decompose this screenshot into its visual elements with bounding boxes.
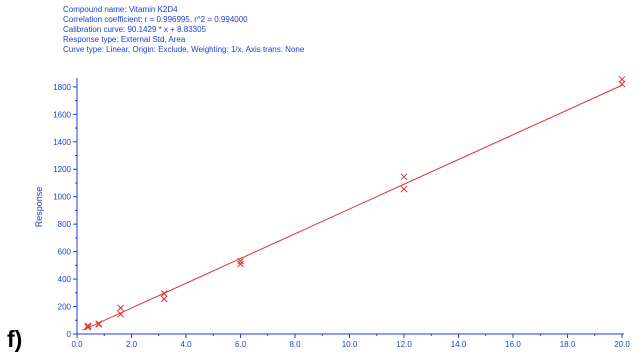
data-point [618,75,626,83]
response-type-text: Response type: External Std, Area [63,35,186,44]
x-tick-label: 18.0 [560,340,576,349]
data-point [237,260,244,268]
y-tick-label: 0 [67,330,72,339]
y-tick-label: 1400 [53,138,71,147]
x-tick-label: 6.0 [235,340,247,349]
data-point [117,310,124,318]
compound-info-header: Compound name: Vitamin K2D4 Correlation … [63,5,304,55]
x-tick-label: 20.0 [614,340,630,349]
y-tick-label: 400 [58,275,72,284]
y-tick-label: 600 [58,248,72,257]
y-tick-label: 800 [58,220,72,229]
chart-axes [73,78,624,338]
tick-labels-group: 0 200 400 600 800 1000 1200 1400 1600 1800 0.0 2.0 4… [53,83,630,349]
data-point-stroke [400,185,408,193]
y-tick-label: 1200 [53,165,71,174]
data-point [95,320,103,328]
data-point-stroke [237,260,244,268]
data-point-stroke [117,304,124,312]
panel-label: f) [7,326,23,352]
x-tick-label: 14.0 [451,340,467,349]
curve-type-text: Curve type: Linear, Origin: Exclude, Wei… [63,45,305,54]
x-tick-label: 0.0 [71,340,83,349]
data-point [618,80,626,88]
data-point-stroke [618,80,626,88]
x-tick-label: 10.0 [342,340,358,349]
x-tick-label: 12.0 [396,340,412,349]
y-tick-label: 200 [58,303,72,312]
y-tick-label: 1600 [53,110,71,119]
x-tick-label: 16.0 [505,340,521,349]
x-tick-label: 4.0 [180,340,192,349]
data-point-stroke [618,75,626,83]
calibration-curve-text: Calibration curve: 90.1429 * x + 8.83305 [63,25,206,34]
y-tick-label: 1800 [53,83,71,92]
data-point-stroke [84,323,92,331]
data-point-stroke [84,322,92,330]
data-points-group [84,75,626,331]
data-point [84,322,92,330]
data-point [117,304,124,312]
correlation-coefficient-text: Correlation coefficient: r = 0.996995, r… [63,15,248,24]
data-point [160,295,168,303]
data-point [237,257,244,265]
calibration-fit-line [82,84,623,331]
data-point [400,185,408,193]
data-point-stroke [117,310,124,318]
data-point [84,323,92,331]
data-point-stroke [400,173,408,181]
y-tick-label: 1000 [53,193,71,202]
data-point [160,290,168,297]
data-point-stroke [160,295,168,303]
data-point-stroke [237,257,244,265]
fit-line-group [82,84,623,331]
y-axis-label: Response [34,187,44,228]
data-point-stroke [160,290,168,297]
x-tick-label: 2.0 [126,340,138,349]
x-tick-label: 8.0 [289,340,301,349]
compound-name-text: Compound name: Vitamin K2D4 [63,5,178,14]
data-point-stroke [95,320,103,328]
data-point [400,173,408,181]
